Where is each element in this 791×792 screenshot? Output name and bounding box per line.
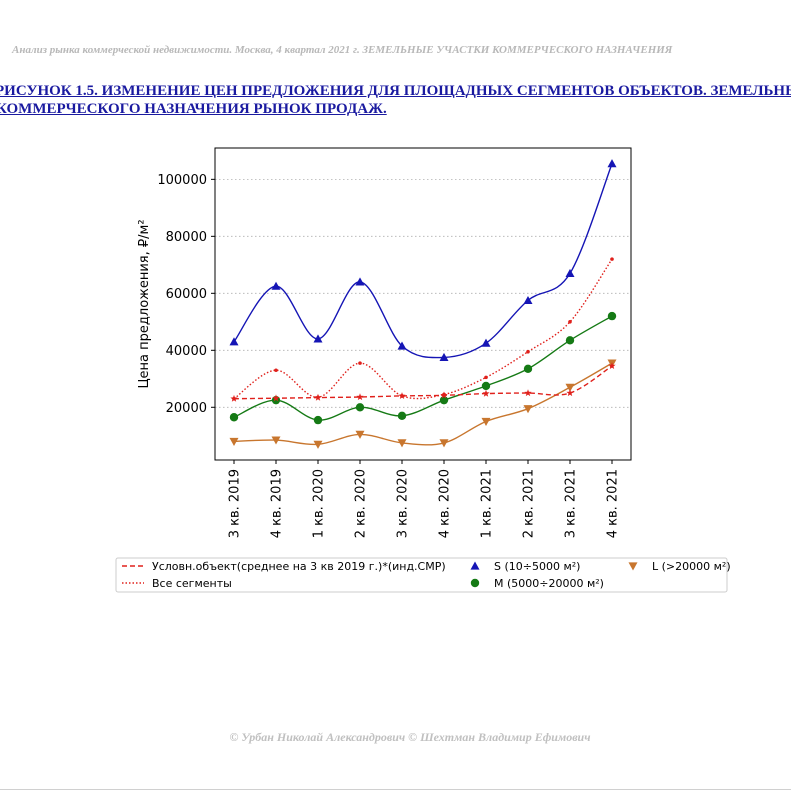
- data-point: [355, 277, 365, 286]
- y-tick-label: 40000: [166, 344, 207, 359]
- data-point: [610, 257, 614, 261]
- data-point: [358, 361, 362, 365]
- figure-title-line1: РИСУНОК 1.5. ИЗМЕНЕНИЕ ЦЕН ПРЕДЛОЖЕНИЯ Д…: [0, 83, 791, 99]
- data-point: [524, 389, 532, 397]
- page-header: Анализ рынка коммерческой недвижимости. …: [12, 44, 673, 56]
- data-point: [526, 349, 530, 354]
- series-line: [233, 315, 613, 421]
- chart-series-lines: [233, 163, 613, 446]
- x-tick-label: 1 кв. 2020: [312, 469, 327, 538]
- data-point: [523, 364, 533, 374]
- y-axis: 20000 40000 60000 80000 100000: [157, 173, 215, 416]
- x-tick-label: 1 кв. 2021: [480, 469, 495, 538]
- chart-grid: [215, 178, 631, 408]
- data-point: [229, 337, 239, 346]
- data-point: [229, 413, 239, 422]
- x-tick-label: 3 кв. 2021: [564, 469, 579, 538]
- figure-title-line2: КОММЕРЧЕСКОГО НАЗНАЧЕНИЯ РЫНОК ПРОДАЖ.: [0, 101, 387, 117]
- data-point: [440, 391, 448, 399]
- chart-series-markers: [229, 159, 617, 449]
- data-point: [313, 334, 323, 343]
- data-point: [607, 159, 617, 168]
- data-point: [398, 392, 406, 399]
- data-point: [481, 417, 491, 427]
- data-point: [523, 405, 533, 414]
- data-point: [272, 394, 280, 402]
- data-point: [314, 393, 322, 401]
- page-footer: © Урбан Николай Александрович © Шехтман …: [229, 730, 591, 744]
- data-point: [397, 439, 407, 448]
- series-line: [233, 365, 613, 400]
- series-line: [233, 163, 613, 359]
- series-line: [233, 362, 613, 446]
- y-axis-label: Цена предложения, ₽/м²: [137, 219, 152, 388]
- legend-box: [115, 557, 728, 593]
- legend-label: Условн.объект(среднее на 3 кв 2019 г.)*(…: [152, 560, 446, 573]
- data-point: [565, 383, 575, 392]
- data-point: [608, 362, 616, 369]
- data-point: [274, 368, 278, 373]
- data-point: [397, 411, 407, 421]
- figure-title: РИСУНОК 1.5. ИЗМЕНЕНИЕ ЦЕН ПРЕДЛОЖЕНИЯ Д…: [0, 82, 791, 118]
- data-point: [566, 389, 574, 397]
- data-point: [565, 268, 575, 277]
- data-point: [523, 295, 533, 305]
- data-point: [356, 393, 364, 401]
- x-tick-label: 3 кв. 2019: [228, 469, 243, 538]
- x-tick-label: 4 кв. 2021: [606, 469, 621, 538]
- x-tick-label: 3 кв. 2020: [396, 469, 411, 538]
- data-point: [484, 375, 488, 380]
- bottom-rule: [0, 789, 791, 790]
- legend-swatch: [470, 561, 480, 570]
- legend-label: L (>20000 м²): [652, 560, 731, 573]
- legend-swatch: [628, 562, 638, 571]
- data-point: [229, 437, 239, 446]
- data-point: [355, 403, 365, 412]
- data-point: [271, 436, 281, 445]
- x-axis: 3 кв. 2019 4 кв. 2019 1 кв. 2020 2 кв. 2020…: [228, 460, 621, 538]
- data-point: [481, 381, 491, 391]
- x-tick-label: 4 кв. 2020: [438, 469, 453, 538]
- data-point: [439, 439, 449, 448]
- y-tick-label: 20000: [166, 401, 207, 416]
- data-point: [607, 311, 617, 321]
- y-tick-label: 80000: [166, 230, 207, 245]
- data-point: [271, 281, 281, 290]
- data-point: [439, 352, 449, 362]
- data-point: [482, 389, 490, 397]
- x-tick-label: 2 кв. 2020: [354, 469, 369, 538]
- data-point: [313, 415, 323, 425]
- x-tick-label: 4 кв. 2019: [270, 469, 285, 538]
- plot-frame: [214, 147, 632, 461]
- data-point: [313, 440, 323, 449]
- data-point: [565, 336, 575, 345]
- x-tick-label: 2 кв. 2021: [522, 469, 537, 538]
- chart-legend: Условн.объект(среднее на 3 кв 2019 г.)*(…: [115, 557, 731, 593]
- y-tick-label: 60000: [166, 287, 207, 302]
- legend-swatch: [470, 578, 480, 588]
- legend-label: M (5000÷20000 м²): [494, 577, 604, 590]
- data-point: [230, 394, 238, 402]
- legend-label: Все сегменты: [152, 577, 232, 590]
- data-point: [397, 341, 407, 350]
- series-line: [233, 258, 613, 400]
- legend-label: S (10÷5000 м²): [494, 560, 580, 573]
- data-point: [439, 395, 449, 405]
- data-point: [355, 430, 365, 439]
- data-point: [481, 338, 491, 347]
- data-point: [568, 320, 572, 324]
- y-tick-label: 100000: [157, 173, 207, 188]
